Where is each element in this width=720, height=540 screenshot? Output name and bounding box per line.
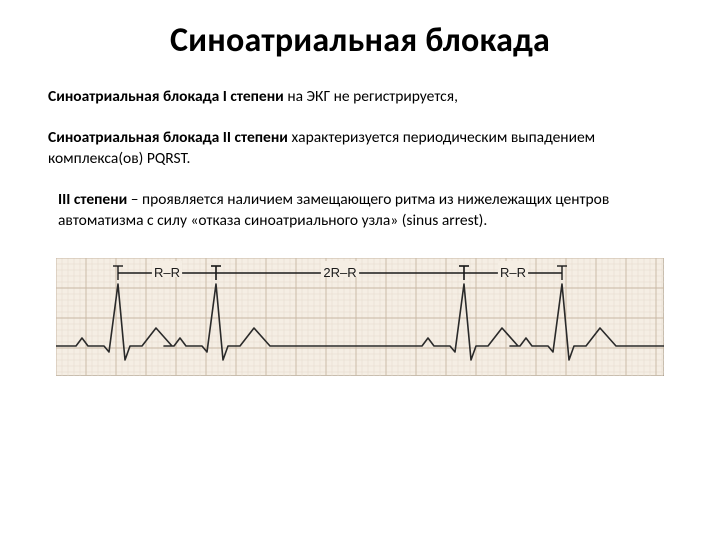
- svg-text:R–R: R–R: [500, 265, 526, 280]
- svg-text:R–R: R–R: [154, 265, 180, 280]
- degree-3-bold: III степени: [58, 190, 127, 209]
- ecg-chart: R–R 2R–R R–R: [56, 258, 664, 376]
- paragraph-degree-3: III степени – проявляется наличием замещ…: [48, 190, 672, 232]
- page-title: Синоатриальная блокада: [48, 20, 672, 61]
- paragraph-degree-2: Синоатриальная блокада II степени характ…: [48, 128, 672, 170]
- paragraph-degree-1: Синоатриальная блокада I степени на ЭКГ …: [48, 87, 672, 108]
- degree-3-rest: – проявляется наличием замещающего ритма…: [58, 190, 609, 230]
- degree-1-rest: на ЭКГ не регистрируется,: [284, 87, 458, 106]
- degree-2-bold: Синоатриальная блокада II степени: [48, 128, 288, 147]
- svg-text:2R–R: 2R–R: [323, 265, 356, 280]
- degree-1-bold: Синоатриальная блокада I степени: [48, 87, 284, 106]
- ecg-svg: R–R 2R–R R–R: [56, 258, 664, 376]
